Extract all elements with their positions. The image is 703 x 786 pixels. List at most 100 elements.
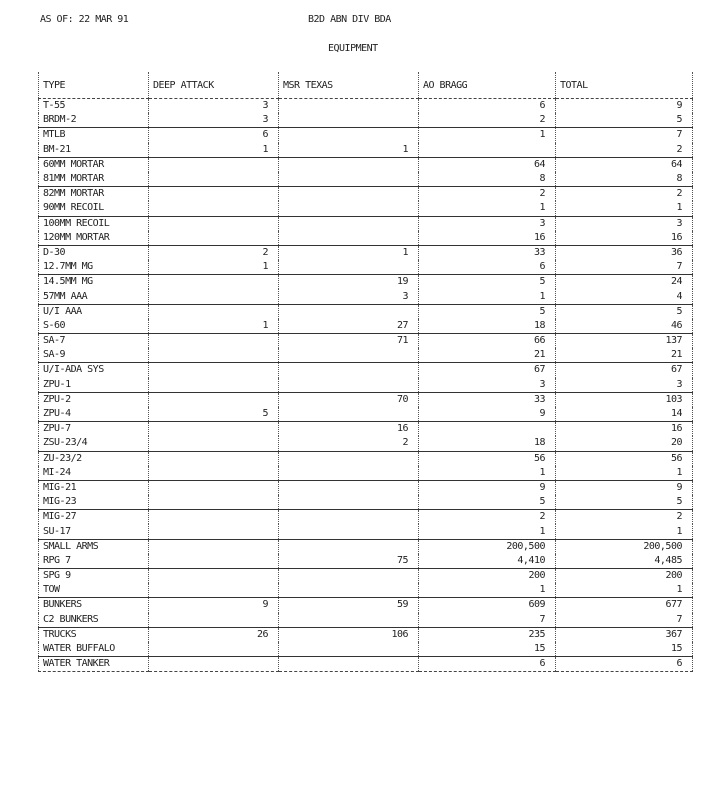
cell-ao-bragg: 2 xyxy=(418,186,556,202)
cell-deep-attack xyxy=(148,230,279,246)
cell-type: 60MM MORTAR xyxy=(38,157,149,172)
table-row: 12.7MM MG 1 6 7 xyxy=(38,260,693,276)
cell-msr-texas: 16 xyxy=(278,421,419,437)
table-row: D-30 2 1 33 36 xyxy=(38,245,693,261)
cell-type: MIG-21 xyxy=(38,480,149,496)
cell-msr-texas xyxy=(278,377,419,393)
cell-total: 1 xyxy=(555,201,693,217)
cell-total: 21 xyxy=(555,348,693,364)
table-row: SPG 9 200 200 xyxy=(38,568,693,584)
table-row: 120MM MORTAR 16 16 xyxy=(38,230,693,246)
cell-deep-attack xyxy=(148,583,279,599)
cell-msr-texas: 1 xyxy=(278,142,419,158)
cell-deep-attack: 1 xyxy=(148,260,279,276)
cell-msr-texas xyxy=(278,127,419,143)
col-total: TOTAL xyxy=(555,72,693,99)
table-row: 82MM MORTAR 2 2 xyxy=(38,186,693,202)
cell-ao-bragg: 200,500 xyxy=(418,539,556,554)
cell-msr-texas xyxy=(278,216,419,231)
table-row: ZPU-7 16 16 xyxy=(38,421,693,437)
cell-msr-texas: 27 xyxy=(278,318,419,334)
cell-deep-attack xyxy=(148,216,279,231)
cell-ao-bragg: 1 xyxy=(418,289,556,305)
cell-total: 200 xyxy=(555,568,693,584)
cell-deep-attack: 9 xyxy=(148,597,279,613)
cell-msr-texas xyxy=(278,260,419,276)
cell-msr-texas xyxy=(278,230,419,246)
table-row: BUNKERS 9 59 609 677 xyxy=(38,597,693,613)
cell-deep-attack xyxy=(148,392,279,407)
cell-ao-bragg: 1 xyxy=(418,127,556,143)
cell-ao-bragg xyxy=(418,142,556,158)
cell-total: 14 xyxy=(555,406,693,423)
document-title: B2D ABN DIV BDA xyxy=(308,14,391,25)
col-deep-attack: DEEP ATTACK xyxy=(148,72,279,99)
cell-type: 90MM RECOIL xyxy=(38,201,149,217)
cell-total: 4 xyxy=(555,289,693,305)
cell-deep-attack xyxy=(148,495,279,511)
cell-msr-texas xyxy=(278,568,419,584)
cell-type: T-55 xyxy=(38,98,149,114)
cell-msr-texas: 2 xyxy=(278,436,419,452)
table-row: ZPU-1 3 3 xyxy=(38,377,693,393)
cell-msr-texas: 3 xyxy=(278,289,419,305)
cell-ao-bragg: 2 xyxy=(418,113,556,129)
cell-msr-texas xyxy=(278,524,419,540)
table-row: BRDM-2 3 2 5 xyxy=(38,113,693,129)
cell-total: 2 xyxy=(555,186,693,202)
cell-ao-bragg: 9 xyxy=(418,406,556,423)
cell-msr-texas xyxy=(278,465,419,481)
cell-ao-bragg: 33 xyxy=(418,392,556,407)
cell-msr-texas xyxy=(278,406,419,423)
cell-total: 7 xyxy=(555,260,693,276)
table-row: C2 BUNKERS 7 7 xyxy=(38,612,693,628)
cell-deep-attack xyxy=(148,524,279,540)
cell-type: SU-17 xyxy=(38,524,149,540)
cell-type: MTLB xyxy=(38,127,149,143)
cell-deep-attack xyxy=(148,333,279,349)
cell-deep-attack xyxy=(148,656,279,673)
cell-type: D-30 xyxy=(38,245,149,261)
cell-deep-attack xyxy=(148,348,279,364)
cell-total: 24 xyxy=(555,274,693,290)
cell-total: 15 xyxy=(555,641,693,658)
cell-ao-bragg: 5 xyxy=(418,274,556,290)
cell-ao-bragg: 5 xyxy=(418,495,556,511)
cell-msr-texas xyxy=(278,451,419,466)
cell-deep-attack xyxy=(148,304,279,319)
cell-msr-texas xyxy=(278,201,419,217)
cell-type: RPG 7 xyxy=(38,553,149,569)
cell-total: 16 xyxy=(555,230,693,246)
cell-type: ZU-23/2 xyxy=(38,451,149,466)
table-row: U/I-ADA SYS 67 67 xyxy=(38,362,693,378)
cell-total: 5 xyxy=(555,113,693,129)
cell-type: SPG 9 xyxy=(38,568,149,584)
cell-ao-bragg: 3 xyxy=(418,377,556,393)
cell-deep-attack: 5 xyxy=(148,406,279,423)
cell-ao-bragg: 21 xyxy=(418,348,556,364)
cell-ao-bragg: 64 xyxy=(418,157,556,172)
cell-deep-attack xyxy=(148,451,279,466)
cell-deep-attack xyxy=(148,274,279,290)
cell-deep-attack xyxy=(148,362,279,378)
cell-total: 64 xyxy=(555,157,693,172)
cell-msr-texas: 106 xyxy=(278,627,419,642)
cell-msr-texas xyxy=(278,304,419,319)
cell-total: 8 xyxy=(555,171,693,188)
table-row: 57MM AAA 3 1 4 xyxy=(38,289,693,305)
header-row: TYPE DEEP ATTACK MSR TEXAS AO BRAGG TOTA… xyxy=(38,72,693,99)
cell-deep-attack: 3 xyxy=(148,98,279,114)
cell-ao-bragg: 1 xyxy=(418,201,556,217)
table-row: ZPU-4 5 9 14 xyxy=(38,406,693,423)
cell-ao-bragg: 609 xyxy=(418,597,556,613)
cell-ao-bragg: 9 xyxy=(418,480,556,496)
cell-ao-bragg: 235 xyxy=(418,627,556,642)
cell-ao-bragg: 6 xyxy=(418,98,556,114)
cell-type: 12.7MM MG xyxy=(38,260,149,276)
cell-total: 3 xyxy=(555,216,693,231)
cell-msr-texas xyxy=(278,509,419,525)
cell-total: 9 xyxy=(555,480,693,496)
cell-total: 46 xyxy=(555,318,693,334)
cell-deep-attack xyxy=(148,641,279,658)
cell-total: 7 xyxy=(555,612,693,628)
